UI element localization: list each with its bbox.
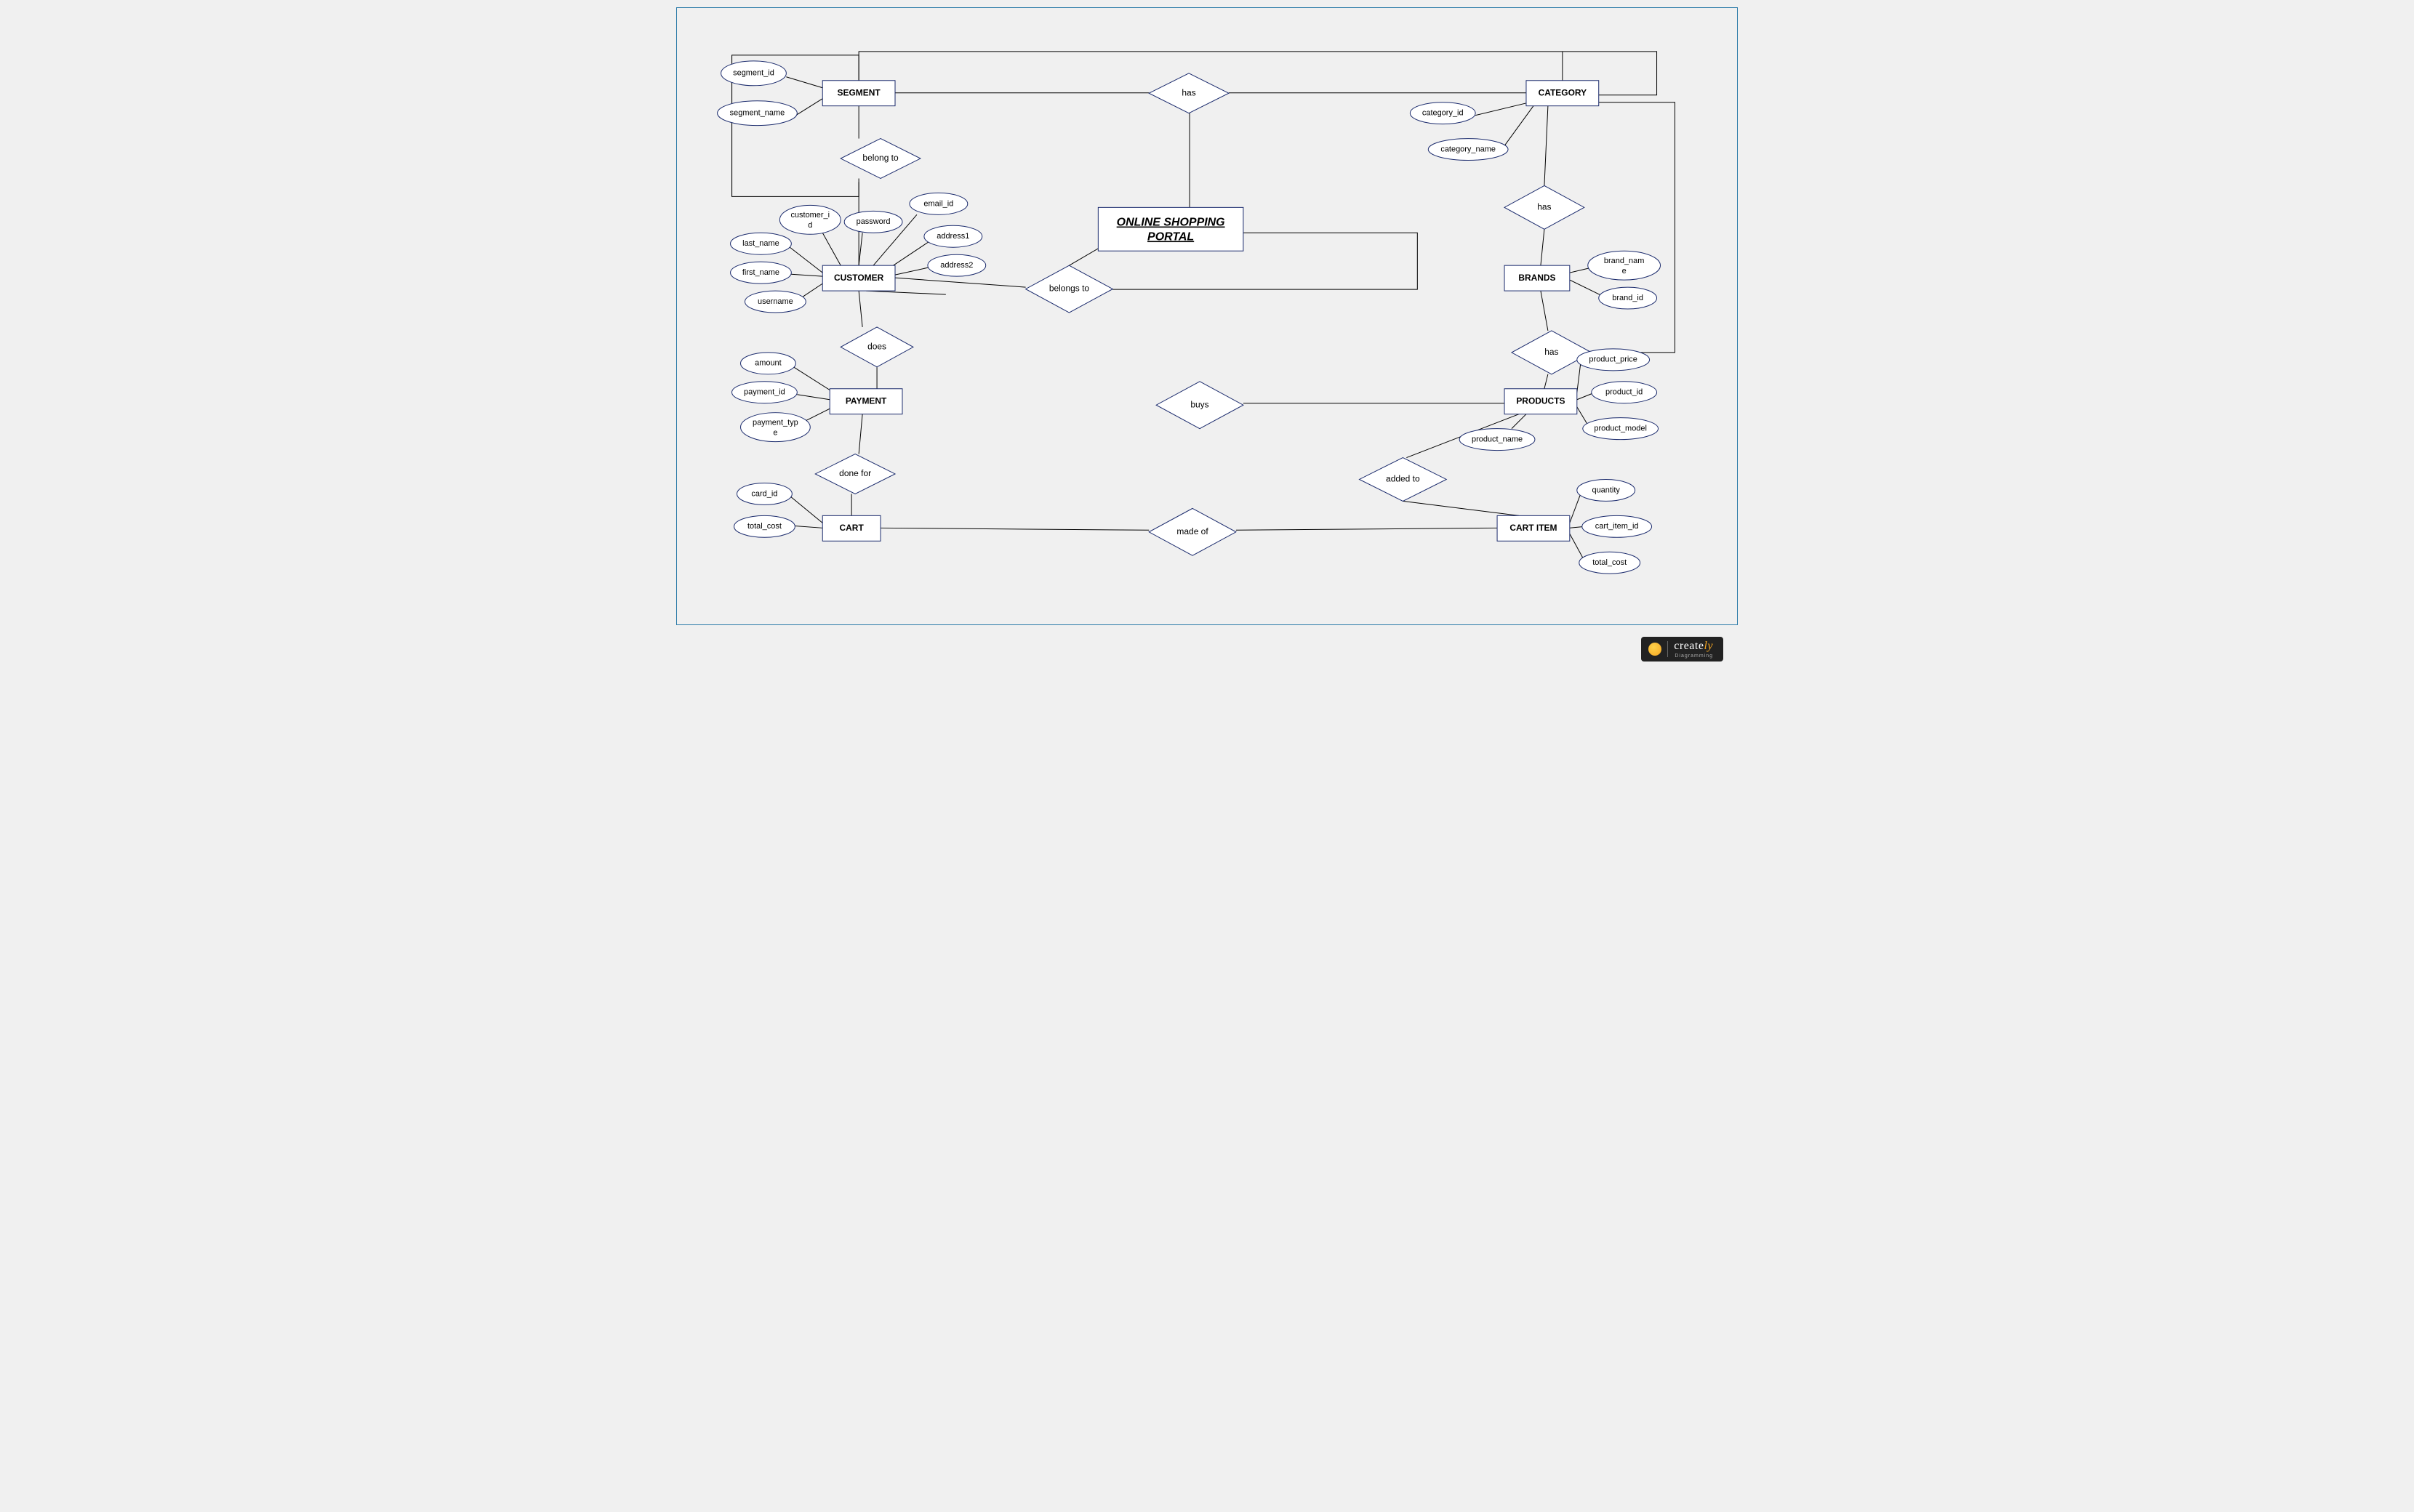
- svg-text:last_name: last_name: [742, 239, 779, 248]
- svg-text:made of: made of: [1176, 526, 1208, 536]
- svg-text:CATEGORY: CATEGORY: [1539, 87, 1587, 97]
- svg-text:PRODUCTS: PRODUCTS: [1516, 395, 1565, 406]
- svg-text:has: has: [1544, 347, 1558, 357]
- svg-text:belong to: belong to: [862, 153, 899, 163]
- svg-text:address2: address2: [940, 261, 973, 270]
- svg-text:payment_typ: payment_typ: [753, 419, 798, 427]
- svg-text:d: d: [808, 221, 812, 230]
- logo-tagline: Diagramming: [1674, 654, 1713, 659]
- svg-text:e: e: [1622, 267, 1627, 276]
- bulb-icon: [1648, 643, 1661, 656]
- svg-text:added to: added to: [1386, 474, 1420, 484]
- svg-text:username: username: [758, 297, 793, 306]
- svg-text:total_cost: total_cost: [1592, 558, 1627, 567]
- svg-text:buys: buys: [1190, 399, 1208, 409]
- svg-text:brand_id: brand_id: [1612, 294, 1643, 302]
- page: ONLINE SHOPPINGPORTAL SEGMENT CUSTOMER PAYM…: [669, 0, 1745, 669]
- svg-text:category_id: category_id: [1422, 109, 1464, 118]
- svg-text:category_name: category_name: [1440, 145, 1496, 153]
- svg-text:does: does: [867, 342, 886, 352]
- svg-text:amount: amount: [755, 359, 782, 368]
- svg-text:cart_item_id: cart_item_id: [1595, 522, 1639, 531]
- svg-text:payment_id: payment_id: [744, 388, 785, 397]
- logo-text: creately Diagramming: [1674, 640, 1713, 659]
- svg-text:SEGMENT: SEGMENT: [838, 87, 881, 97]
- svg-text:has: has: [1537, 202, 1551, 212]
- svg-text:done for: done for: [839, 468, 871, 478]
- svg-text:password: password: [857, 217, 891, 226]
- svg-text:has: has: [1182, 87, 1195, 97]
- svg-text:CART: CART: [840, 523, 865, 533]
- svg-text:ONLINE SHOPPING: ONLINE SHOPPING: [1117, 217, 1225, 229]
- svg-text:BRANDS: BRANDS: [1518, 273, 1555, 283]
- svg-text:quantity: quantity: [1592, 486, 1620, 494]
- er-diagram-canvas: ONLINE SHOPPINGPORTAL SEGMENT CUSTOMER PAYM…: [677, 8, 1737, 624]
- svg-text:total_cost: total_cost: [747, 522, 782, 531]
- svg-text:CART ITEM: CART ITEM: [1509, 523, 1557, 533]
- logo-name-accent: ly: [1704, 640, 1713, 652]
- svg-text:PAYMENT: PAYMENT: [846, 395, 887, 406]
- svg-text:first_name: first_name: [742, 268, 779, 277]
- diagram-frame: ONLINE SHOPPINGPORTAL SEGMENT CUSTOMER PAYM…: [676, 7, 1738, 625]
- svg-text:product_model: product_model: [1594, 425, 1647, 433]
- svg-text:customer_i: customer_i: [790, 211, 830, 220]
- svg-text:brand_nam: brand_nam: [1604, 257, 1645, 265]
- svg-text:email_id: email_id: [923, 199, 953, 208]
- svg-text:product_id: product_id: [1605, 388, 1643, 397]
- svg-text:card_id: card_id: [751, 489, 777, 498]
- svg-text:belongs to: belongs to: [1049, 284, 1090, 294]
- svg-text:e: e: [773, 429, 777, 438]
- svg-text:product_name: product_name: [1472, 435, 1523, 443]
- svg-text:PORTAL: PORTAL: [1147, 230, 1194, 243]
- creately-logo: creately Diagramming: [1641, 637, 1723, 662]
- svg-text:segment_id: segment_id: [733, 69, 774, 78]
- logo-divider: [1667, 641, 1668, 657]
- svg-text:product_price: product_price: [1589, 355, 1637, 364]
- svg-text:address1: address1: [937, 232, 969, 241]
- svg-text:CUSTOMER: CUSTOMER: [834, 273, 884, 283]
- svg-text:segment_name: segment_name: [730, 109, 785, 118]
- logo-name-main: create: [1674, 640, 1704, 652]
